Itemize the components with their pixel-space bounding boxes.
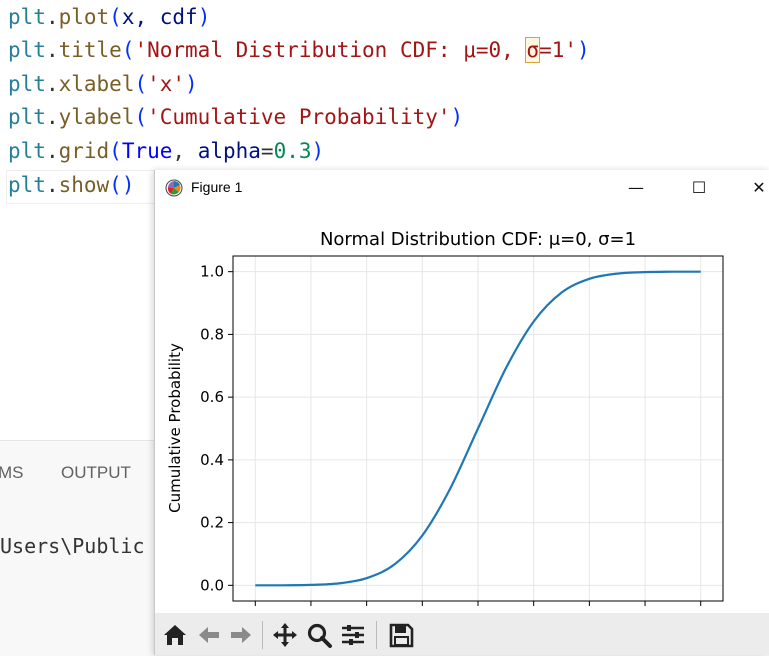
configure-icon[interactable] [339,621,367,649]
code-line-4[interactable]: plt.ylabel('Cumulative Probability') [8,105,464,129]
pan-icon[interactable] [271,621,299,649]
code-token: 'Normal Distribution CDF: μ=0, [134,38,527,62]
y-tick-label: 0.6 [200,388,224,406]
tab-output[interactable]: OUTPUT [61,463,131,482]
x-tick-label: 2 [585,610,595,613]
y-tick-label: 0.0 [200,576,224,594]
code-line-1[interactable]: plt.plot(x, cdf) [8,5,211,29]
code-token: plt [8,173,46,197]
ticks: −4 −3 −2 −1 0 1 2 3 4 0.0 0.2 0.4 0.6 0.8 1.0 [200,263,705,613]
figure-title: Figure 1 [191,179,243,195]
code-token: , [172,139,198,163]
x-tick-label: −1 [411,610,433,613]
code-token: plt [8,38,46,62]
forward-icon[interactable] [227,621,255,649]
code-token: title [58,38,122,62]
code-line-6[interactable]: plt.show() [8,173,135,197]
cdf-line [255,270,701,587]
toolbar-separator [262,621,263,649]
matplotlib-logo-icon [165,179,183,197]
x-tick-label: 4 [696,610,706,613]
x-tick-label: 3 [640,610,650,613]
plot-canvas[interactable]: Normal Distribution CDF: μ=0, σ=1 −4 −3 −2… [155,206,769,613]
code-token: True [121,139,173,163]
code-token: plt [8,105,46,129]
code-token: 'x' [147,72,186,96]
code-token: plt [8,72,46,96]
selection-highlight: σ [525,37,541,63]
x-tick-label: 1 [529,610,539,613]
code-token: xlabel [58,72,135,96]
x-tick-label: −3 [300,610,322,613]
code-token: =1' [539,38,577,62]
tab-problems[interactable]: MS [0,463,24,482]
terminal-prompt[interactable]: Users\Public [0,534,145,558]
code-token: = [260,139,274,163]
figure-toolbar [155,613,769,655]
code-line-2[interactable]: plt.title('Normal Distribution CDF: μ=0,… [8,37,590,63]
code-token: 0.3 [273,139,312,163]
code-token: ylabel [58,105,135,129]
x-tick-label: 0 [473,610,483,613]
zoom-icon[interactable] [305,621,333,649]
code-token: plt [8,139,46,163]
y-tick-label: 1.0 [200,263,224,281]
code-token: x, cdf [121,5,198,29]
back-icon[interactable] [195,621,223,649]
code-token: grid [58,139,110,163]
y-tick-label: 0.2 [200,514,224,532]
figure-window[interactable]: Figure 1 — ☐ ✕ Normal Distribution CDF: … [154,170,769,655]
y-axis-label: Cumulative Probability [166,343,184,513]
code-token: plot [58,5,110,29]
chart-title: Normal Distribution CDF: μ=0, σ=1 [320,229,636,250]
y-tick-label: 0.4 [200,451,224,469]
code-token: 'Cumulative Probability' [147,105,451,129]
code-token: show [58,173,110,197]
x-tick-label: −4 [244,610,266,613]
code-line-5[interactable]: plt.grid(True, alpha=0.3) [8,139,325,163]
code-line-3[interactable]: plt.xlabel('x') [8,72,198,96]
code-token: alpha [197,139,261,163]
figure-titlebar[interactable]: Figure 1 — ☐ ✕ [155,170,769,206]
save-icon[interactable] [387,621,415,649]
toolbar-separator [376,621,377,649]
grid [233,256,723,601]
maximize-button[interactable]: ☐ [691,178,707,197]
y-tick-label: 0.8 [200,325,224,343]
close-button[interactable]: ✕ [752,178,766,197]
code-token: plt [8,5,46,29]
series [255,270,701,587]
home-icon[interactable] [161,621,189,649]
x-tick-label: −2 [356,610,378,613]
minimize-button[interactable]: — [628,178,644,197]
